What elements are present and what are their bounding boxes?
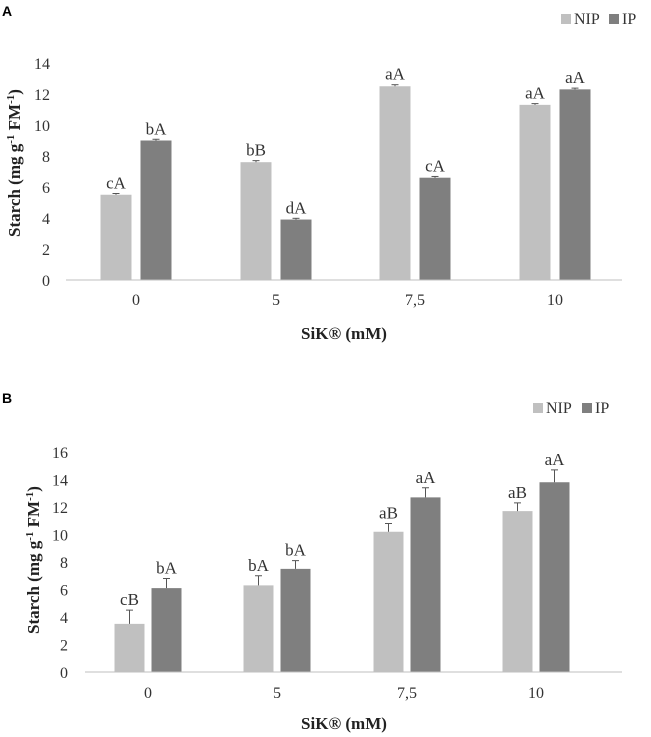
y-tick-label: 0 — [42, 273, 50, 290]
bar-nip-10 — [519, 104, 551, 280]
legend-a-nip-label: NIP — [574, 11, 600, 28]
panel-label-b: B — [2, 390, 12, 406]
legend-b-nip-label: NIP — [546, 400, 572, 417]
bar-ip-0 — [151, 588, 182, 672]
y-axis-title-b: Starch (mg g-1 FM-1) — [24, 486, 43, 634]
data-label: bA — [146, 119, 168, 138]
bar-ip-10 — [559, 89, 591, 280]
y-tick-label: 12 — [52, 500, 68, 517]
x-tick-label: 7,5 — [397, 685, 417, 702]
y-tick-label: 10 — [52, 528, 68, 545]
y-tick-label: 16 — [52, 445, 68, 462]
bar-nip-5 — [240, 162, 272, 280]
data-label: aA — [525, 84, 546, 103]
bar-ip-5 — [280, 219, 312, 280]
data-label: bA — [156, 559, 178, 578]
x-tick-label: 0 — [132, 292, 140, 309]
y-tick-label: 10 — [34, 118, 50, 135]
data-label: cB — [120, 590, 139, 609]
bar-ip-7-5 — [419, 177, 451, 280]
data-label: aB — [508, 483, 527, 502]
data-label: aB — [379, 504, 398, 523]
bar-ip-7-5 — [410, 497, 441, 672]
bar-ip-10 — [539, 482, 570, 672]
y-tick-label: 4 — [60, 610, 68, 627]
x-axis-title-b: SiK® (mM) — [301, 714, 387, 733]
data-label: bA — [248, 556, 270, 575]
x-tick-label: 7,5 — [405, 292, 425, 309]
y-tick-label: 14 — [52, 473, 68, 490]
legend-b-ip-label: IP — [595, 400, 609, 417]
bar-ip-5 — [280, 568, 311, 672]
y-tick-label: 2 — [60, 638, 68, 655]
bar-nip-7-5 — [373, 531, 404, 672]
bar-nip-7-5 — [379, 86, 411, 280]
legend-a-ip-swatch — [609, 14, 619, 24]
x-tick-label: 10 — [547, 292, 563, 309]
y-tick-label: 8 — [42, 149, 50, 166]
x-tick-label: 5 — [272, 292, 280, 309]
data-label: aA — [545, 450, 566, 469]
chart-panel-a: A NIP IP 0 2 4 6 8 10 12 14 cA bA 0 bB dA 5 aA cA 7,5 aA a… — [2, 3, 636, 343]
y-tick-label: 6 — [60, 583, 68, 600]
data-label: aA — [385, 65, 406, 84]
legend-b-nip-swatch — [533, 403, 543, 413]
y-tick-label: 12 — [34, 87, 50, 104]
x-tick-label: 5 — [273, 685, 281, 702]
bar-nip-5 — [243, 585, 274, 672]
y-tick-label: 14 — [34, 56, 50, 73]
x-tick-label: 0 — [144, 685, 152, 702]
bar-nip-0 — [100, 194, 132, 280]
data-label: cA — [425, 156, 446, 175]
data-label: aA — [565, 68, 586, 87]
data-label: bA — [285, 541, 307, 560]
legend-a: NIP IP — [561, 11, 636, 28]
y-axis-title-a: Starch (mg g-1 FM-1) — [5, 89, 24, 237]
bar-nip-10 — [502, 511, 533, 672]
x-axis-title-a: SiK® (mM) — [301, 324, 387, 343]
legend-b-ip-swatch — [582, 403, 592, 413]
data-label: cA — [106, 174, 127, 193]
y-tick-label: 6 — [42, 180, 50, 197]
x-tick-label: 10 — [528, 685, 544, 702]
data-label: dA — [286, 198, 308, 217]
bar-nip-0 — [114, 623, 145, 672]
bar-ip-0 — [140, 140, 172, 280]
panel-label-a: A — [2, 3, 12, 19]
y-tick-label: 2 — [42, 242, 50, 259]
legend-a-nip-swatch — [561, 14, 571, 24]
y-tick-label: 0 — [60, 665, 68, 682]
legend-a-ip-label: IP — [622, 11, 636, 28]
y-tick-label: 4 — [42, 211, 50, 228]
legend-b: NIP IP — [533, 400, 609, 417]
chart-panel-b: B NIP IP 0 2 4 6 8 10 12 14 16 cB bA 0 bA bA 5 aB aA 7,5 a… — [2, 390, 622, 733]
bars-a: 0 2 4 6 8 10 12 14 cA bA 0 bB dA 5 aA cA 7,5 aA aA 10 — [34, 56, 622, 309]
bars-b: 0 2 4 6 8 10 12 14 16 cB bA 0 bA bA 5 aB aA 7,5 aB aA 10 — [52, 445, 622, 702]
data-label: aA — [416, 468, 437, 487]
data-label: bB — [246, 141, 266, 160]
y-tick-label: 8 — [60, 555, 68, 572]
